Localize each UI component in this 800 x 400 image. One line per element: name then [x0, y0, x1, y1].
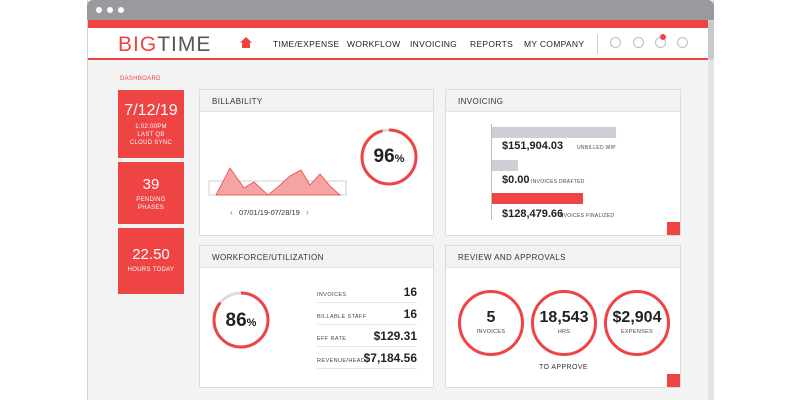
- next-arrow-icon[interactable]: ›: [306, 208, 309, 217]
- percent-value: 96: [373, 146, 395, 167]
- stat-row-invoices: INVOICES 16: [317, 281, 417, 303]
- stat-line: CLOUD SYNC: [129, 140, 173, 146]
- bigtime-logo[interactable]: BIGTIME: [118, 33, 211, 57]
- panel-corner-button[interactable]: [667, 222, 680, 235]
- row-label: EFF RATE: [317, 336, 347, 342]
- row-value: $129.31: [373, 329, 417, 343]
- browser-title-bar: [87, 0, 714, 20]
- panel-title: BILLABILITY: [200, 90, 433, 112]
- hours-today-stat[interactable]: 22.50 HOURS TODAY: [118, 228, 184, 294]
- window-dot: [118, 7, 124, 13]
- logo-time: TIME: [157, 33, 212, 56]
- row-label: INVOICES: [317, 292, 347, 298]
- header-accent-strip: [88, 20, 708, 28]
- row-value: 16: [403, 285, 417, 299]
- nav-my-company[interactable]: MY COMPANY: [524, 39, 585, 49]
- percent-sign: %: [246, 317, 257, 329]
- stat-row-billable-staff: BILLABLE STAFF 16: [317, 303, 417, 325]
- timer-icon[interactable]: [610, 37, 621, 48]
- percent-value: 86: [225, 310, 247, 331]
- billability-percent: 96%: [359, 146, 419, 168]
- row-label: REVENUE/HEAD: [317, 358, 366, 364]
- scrollbar[interactable]: [708, 20, 714, 400]
- row-label: BILLABLE STAFF: [317, 314, 367, 320]
- workforce-panel: WORKFORCE/UTILIZATION 86% INVOICES 16 BIL…: [199, 245, 434, 388]
- stat-line: LAST QB: [137, 132, 165, 138]
- approval-count: $2,904: [612, 309, 662, 326]
- stat-value: 39: [142, 176, 160, 193]
- panel-title: WORKFORCE/UTILIZATION: [200, 246, 433, 268]
- invoices-drafted-label: INVOICES DRAFTED: [531, 179, 585, 185]
- user-icon[interactable]: [677, 37, 688, 48]
- last-sync-stat[interactable]: 7/12/19 1:02:00PM LAST QB CLOUD SYNC: [118, 90, 184, 158]
- notification-badge: [660, 34, 666, 40]
- stat-column: 7/12/19 1:02:00PM LAST QB CLOUD SYNC 39 …: [118, 90, 184, 294]
- percent-sign: %: [394, 153, 405, 165]
- billability-ring: [360, 128, 418, 186]
- stat-value: 7/12/19: [124, 102, 178, 119]
- date-range-text: 07/01/19-07/28/19: [238, 208, 300, 217]
- row-value: $7,184.56: [363, 351, 417, 365]
- approval-label: INVOICES: [476, 329, 506, 335]
- stat-value: 22.50: [132, 246, 170, 263]
- invoices-drafted-amount: $0.00: [502, 174, 530, 186]
- utilization-ring: [212, 291, 270, 349]
- prev-arrow-icon[interactable]: ‹: [230, 208, 233, 217]
- stat-row-revenue-head: REVENUE/HEAD $7,184.56: [317, 347, 417, 369]
- row-value: 16: [403, 307, 417, 321]
- bar-axis: [491, 124, 492, 220]
- scroll-thumb[interactable]: [708, 20, 714, 60]
- home-icon[interactable]: [240, 37, 252, 48]
- invoices-to-approve[interactable]: 5 INVOICES: [458, 290, 524, 356]
- billability-area-chart: [208, 167, 347, 196]
- stat-line: PHASES: [137, 205, 165, 211]
- invoices-finalized-label: INVOICES FINALIZED: [558, 213, 615, 219]
- app-header: BIGTIME TIME/EXPENSE WORKFLOW INVOICING …: [88, 28, 708, 60]
- nav-workflow[interactable]: WORKFLOW: [347, 39, 401, 49]
- unbilled-wip-label: UNBILLED WIP: [577, 145, 616, 151]
- expenses-to-approve[interactable]: $2,904 EXPENSES: [604, 290, 670, 356]
- window-dot: [107, 7, 113, 13]
- nav-divider: [597, 34, 598, 54]
- hours-to-approve[interactable]: 18,543 HRS: [531, 290, 597, 356]
- area-peak: [215, 167, 270, 196]
- invoicing-panel: INVOICING $151,904.03 UNBILLED WIP $0.00…: [445, 89, 681, 236]
- unbilled-wip-amount: $151,904.03: [502, 140, 564, 152]
- stat-line: 1:02:00PM: [135, 124, 167, 130]
- approval-label: EXPENSES: [620, 329, 654, 335]
- area-peak: [266, 169, 342, 196]
- search-icon[interactable]: [633, 37, 644, 48]
- window-dot: [96, 7, 102, 13]
- billability-panel: BILLABILITY ‹ 07/01/19-07/28/19 › 96%: [199, 89, 434, 236]
- nav-time-expense[interactable]: TIME/EXPENSE: [273, 39, 340, 49]
- approval-label: HRS: [557, 329, 571, 335]
- logo-big: BIG: [118, 33, 158, 56]
- date-range-selector[interactable]: ‹ 07/01/19-07/28/19 ›: [230, 208, 309, 217]
- review-approvals-panel: REVIEW AND APPROVALS 5 INVOICES 18,543 H…: [445, 245, 681, 388]
- invoices-drafted-bar: [492, 160, 518, 171]
- dashboard-label: DASHBOARD: [120, 76, 161, 82]
- invoices-finalized-amount: $128,479.66: [502, 208, 564, 220]
- utilization-percent: 86%: [211, 310, 271, 332]
- nav-reports[interactable]: REPORTS: [470, 39, 514, 49]
- approval-count: 18,543: [539, 309, 589, 326]
- nav-invoicing[interactable]: INVOICING: [410, 39, 458, 49]
- stat-row-eff-rate: EFF RATE $129.31: [317, 325, 417, 347]
- stat-line: HOURS TODAY: [127, 267, 175, 273]
- panel-title: INVOICING: [446, 90, 680, 112]
- panel-title: REVIEW AND APPROVALS: [446, 246, 680, 268]
- unbilled-wip-bar: [492, 127, 616, 138]
- stat-line: PENDING: [136, 197, 166, 203]
- invoices-finalized-bar: [492, 193, 583, 204]
- approval-count: 5: [486, 309, 496, 326]
- to-approve-label: TO APPROVE: [539, 364, 588, 371]
- pending-phases-stat[interactable]: 39 PENDING PHASES: [118, 162, 184, 224]
- panel-corner-button[interactable]: [667, 374, 680, 387]
